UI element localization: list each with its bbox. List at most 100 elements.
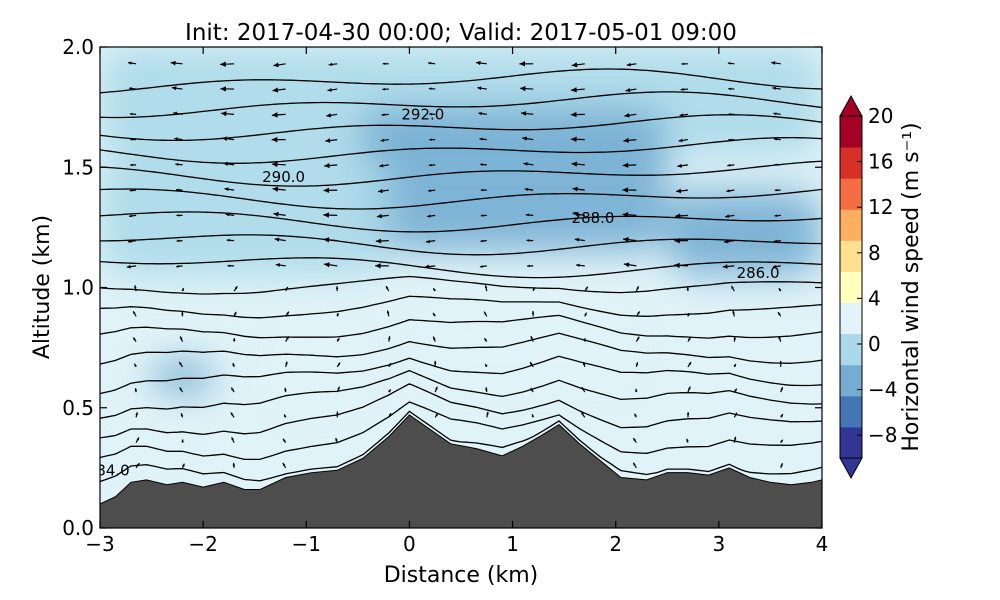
colorbar-tick-label: −4 <box>868 378 897 402</box>
contour-line <box>100 369 822 419</box>
wind-arrow-head <box>677 163 682 168</box>
wind-arrow-head <box>275 263 281 268</box>
wind-arrow-head <box>136 463 140 467</box>
wind-arrow-head <box>732 310 735 314</box>
wind-arrow-head <box>582 362 586 366</box>
wind-arrow-head <box>571 161 578 167</box>
wind-arrow-head <box>484 338 488 342</box>
wind-arrow-head <box>486 411 489 415</box>
wind-arrow-head <box>623 237 629 243</box>
wind-arrow-head <box>780 439 783 443</box>
wind-arrow-head <box>234 286 238 290</box>
colorbar-swatch <box>840 426 862 459</box>
wind-arrow-head <box>633 438 636 442</box>
wind-arrow-head <box>633 462 636 466</box>
y-axis-ticks: 0.0 0.5 1.0 1.5 2.0 <box>62 35 822 540</box>
colorbar-tick-label: 4 <box>868 286 881 310</box>
wind-arrow-head <box>626 62 631 67</box>
wind-arrow-head <box>687 386 691 390</box>
wind-arrow-head <box>733 336 736 340</box>
wind-arrow-head <box>134 388 138 392</box>
wind-arrow-head <box>134 285 137 289</box>
wind-arrow-head <box>485 363 488 367</box>
contour-label: 286.0 <box>737 264 780 282</box>
wind-arrow-head <box>771 61 776 65</box>
x-tick-label: −2 <box>188 532 217 556</box>
wind-arrow-head <box>433 336 436 340</box>
wind-arrow-head <box>176 188 179 192</box>
contour-label: 292.0 <box>401 105 444 123</box>
wind-arrow-head <box>484 311 487 315</box>
contour-line <box>100 188 822 210</box>
wind-arrow-head <box>227 264 231 268</box>
wind-arrow-head <box>181 439 184 443</box>
wind-arrow-head <box>527 264 530 268</box>
wind-arrow-head <box>233 311 237 315</box>
wind-arrow-head <box>435 413 438 417</box>
y-tick-label: 2.0 <box>62 35 94 59</box>
wind-arrow-head <box>531 311 535 314</box>
wind-arrow-head <box>282 462 286 466</box>
colorbar: −8 −4 0 4 8 12 16 20 <box>839 94 897 480</box>
wind-arrow-head <box>176 214 180 217</box>
wind-arrow-head <box>171 86 177 91</box>
wind-arrow-head <box>231 437 234 441</box>
wind-arrow-head <box>480 214 484 217</box>
wind-arrow-head <box>222 136 228 142</box>
wind-arrow-head <box>428 163 432 167</box>
wind-arrow-head <box>772 265 777 269</box>
wind-arrow-head <box>323 237 330 243</box>
wind-arrow-head <box>774 137 777 141</box>
wind-arrow-head <box>778 312 781 316</box>
wind-arrow-head <box>581 412 585 416</box>
y-tick-label: 0.5 <box>62 396 94 420</box>
colorbar-swatch <box>840 395 862 428</box>
wind-arrow-head <box>424 264 430 269</box>
wind-vectors <box>126 60 784 469</box>
wind-arrow-head <box>337 362 341 366</box>
colorbar-swatch <box>840 178 862 210</box>
wind-arrow-head <box>323 212 330 218</box>
wind-arrow-head <box>133 311 136 315</box>
wind-arrow-head <box>778 336 781 340</box>
wind-arrow-head <box>779 360 783 364</box>
wind-arrow-head <box>674 238 680 244</box>
colorbar-swatch <box>840 333 862 366</box>
wind-arrow-head <box>575 263 580 268</box>
wind-arrow-head <box>381 113 385 117</box>
wind-arrow-head <box>623 262 630 268</box>
wind-arrow-head <box>174 137 178 141</box>
wind-arrow-head <box>175 162 179 166</box>
wind-arrow-head <box>681 62 685 66</box>
wind-arrow-head <box>323 187 330 194</box>
wind-arrow-head <box>480 188 484 192</box>
wind-arrow-head <box>622 187 629 193</box>
wind-arrow-head <box>636 336 640 340</box>
wind-arrow-head <box>728 87 732 91</box>
contour-line <box>100 314 822 339</box>
wind-arrow-head <box>428 61 432 65</box>
wind-arrow-head <box>583 338 587 342</box>
wind-arrow-head <box>479 265 483 268</box>
colorbar-swatch <box>840 116 862 148</box>
colorbar-tick-label: 16 <box>868 150 893 174</box>
wind-arrow-head <box>179 387 183 391</box>
wind-arrow-head <box>388 413 392 417</box>
contour-line <box>100 410 822 483</box>
x-tick-label: −1 <box>292 532 321 556</box>
wind-arrow-head <box>679 113 684 117</box>
wind-arrow-head <box>226 238 230 242</box>
contour-labels: 292.0 290.0 288.0 286.0 284.0 <box>100 105 780 479</box>
wind-arrow-head <box>427 214 431 218</box>
wind-arrow-head <box>336 338 340 342</box>
wind-arrow-head <box>170 60 176 66</box>
wind-arrow-head <box>530 336 534 340</box>
wind-arrow-head <box>634 388 638 392</box>
contour-line <box>100 332 822 365</box>
wind-arrow-head <box>525 213 529 217</box>
wind-arrow-head <box>324 162 330 169</box>
wind-arrow-head <box>220 86 226 92</box>
wind-arrow-head <box>327 88 332 92</box>
contour-line <box>100 257 822 279</box>
